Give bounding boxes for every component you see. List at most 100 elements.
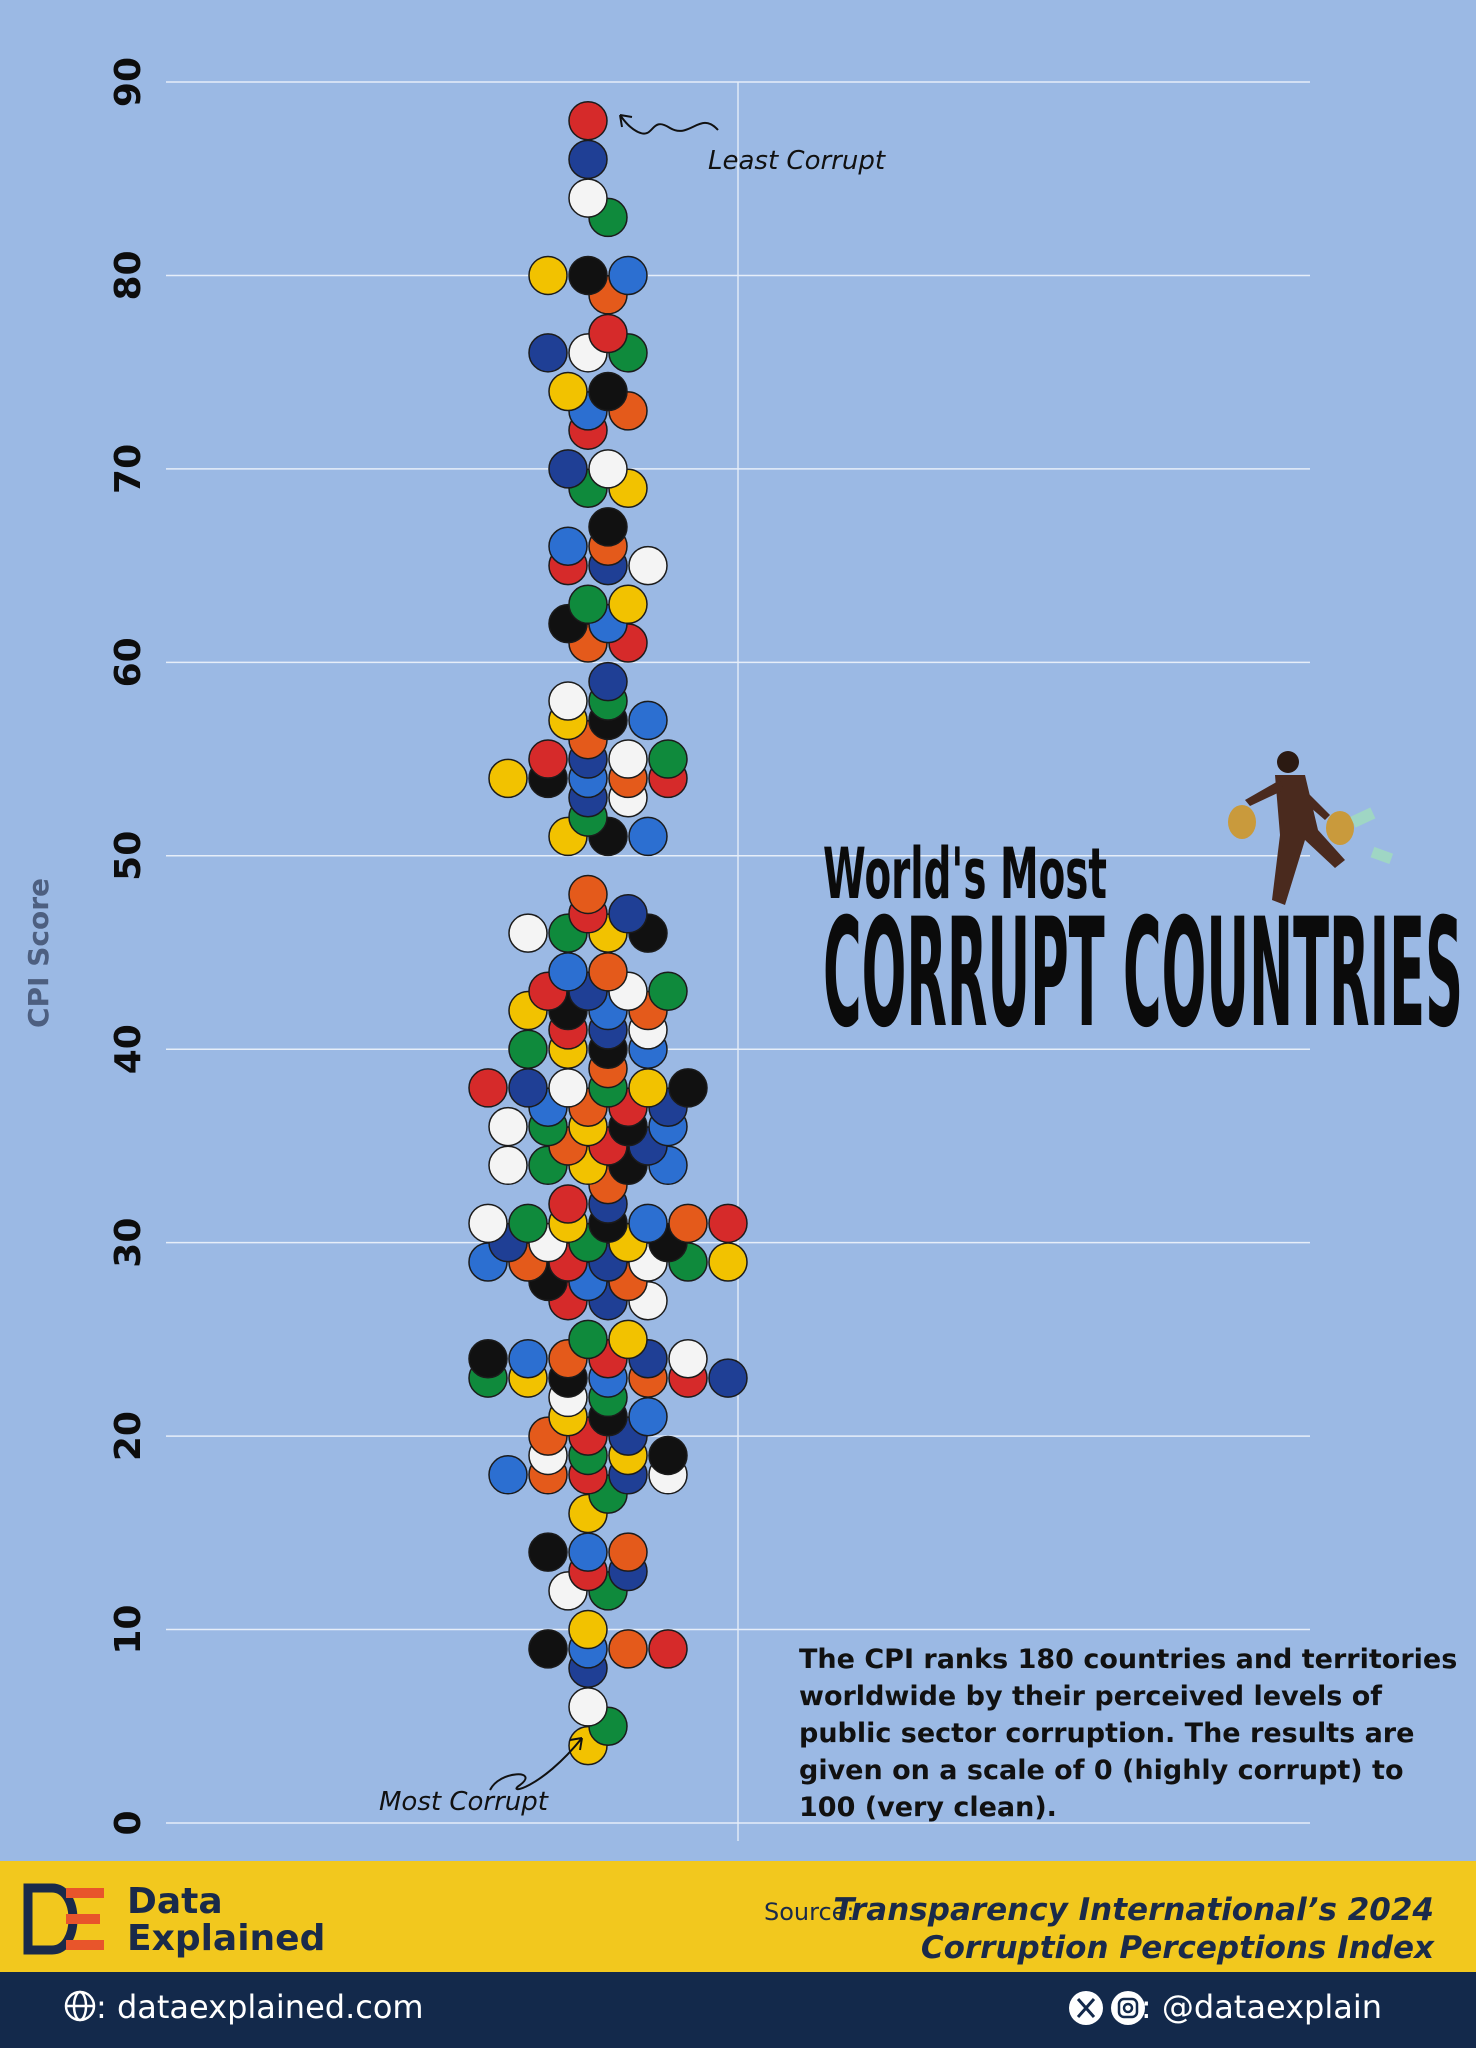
country-dot (568, 1609, 608, 1650)
source: Corruption Perceptions Index (921, 1930, 1435, 1966)
website: : dataexplained.com (96, 1988, 424, 2026)
description-line: 100 (very clean). (799, 1792, 1057, 1823)
country-dot (468, 1068, 508, 1108)
country-dot (588, 371, 628, 412)
country-dot (648, 739, 688, 779)
country-dot (548, 526, 588, 567)
country-dot (568, 1687, 608, 1727)
country-dot (508, 1338, 548, 1379)
country-dot (628, 816, 668, 857)
country-dot (628, 1397, 668, 1437)
country-dot (548, 1068, 588, 1108)
country-dot (648, 1629, 688, 1669)
country-dot (568, 584, 608, 625)
country-dot (628, 1203, 668, 1244)
country-dot (648, 971, 688, 1011)
footer-bar (0, 1972, 1476, 2048)
country-dot (488, 1455, 528, 1495)
country-dot (508, 913, 548, 953)
annotation-arrow (489, 1737, 583, 1791)
y-tick-label: 20 (108, 1411, 149, 1461)
y-tick-label: 50 (108, 831, 149, 881)
country-dot (628, 545, 668, 586)
country-dot (508, 1203, 548, 1244)
country-dot (588, 952, 628, 992)
description-line: given on a scale of 0 (highly corrupt) t… (799, 1755, 1404, 1786)
country-dot (548, 371, 588, 412)
country-dot (468, 1338, 508, 1379)
country-dot (508, 1029, 548, 1069)
country-dot (568, 100, 608, 141)
social-handle: : @dataexplain (1141, 1988, 1382, 2026)
country-dot (608, 1319, 648, 1360)
source: Transparency International’s 2024 (833, 1892, 1434, 1928)
logo (23, 1883, 104, 1955)
plot: 0 10 20 30 40 50 60 70 80 90 (108, 57, 1310, 1841)
country-dot (708, 1242, 748, 1282)
y-axis-label: CPI Score (22, 878, 55, 1028)
country-dot (548, 952, 588, 992)
country-dot (488, 1145, 528, 1186)
country-dot (548, 449, 588, 489)
country-dot (608, 894, 648, 934)
footer-band (0, 1861, 1476, 1972)
country-dot (648, 1435, 688, 1476)
country-dot (668, 1203, 708, 1244)
annotation: Most Corrupt (379, 1787, 549, 1817)
country-dot (608, 739, 648, 779)
y-tick-label: 80 (108, 250, 149, 300)
title-line-2: CORRUPT COUNTRIES (823, 887, 1463, 1061)
country-dot (568, 178, 608, 218)
description: The CPI ranks 180 countries and territor… (799, 1644, 1457, 1823)
description-line: public sector corruption. The results ar… (799, 1718, 1414, 1749)
brand-line: Data (127, 1881, 223, 1922)
country-dot (588, 313, 628, 354)
source-label: Source: (764, 1898, 855, 1926)
country-dot (528, 739, 568, 779)
country-dot (528, 1629, 568, 1669)
country-dot (528, 1532, 568, 1572)
country-dot (708, 1358, 748, 1398)
annotation: Least Corrupt (708, 146, 886, 176)
country-dot (568, 874, 608, 915)
country-dot (548, 681, 588, 721)
country-dot (528, 255, 568, 296)
y-tick-label: 60 (108, 637, 149, 687)
country-dot (468, 1203, 508, 1244)
globe-icon (64, 1990, 96, 2022)
country-dot (568, 255, 608, 296)
country-dot (608, 1532, 648, 1572)
country-dot (588, 449, 628, 489)
country-dot (588, 661, 628, 702)
country-dot (568, 1319, 608, 1360)
country-dot (608, 255, 648, 296)
y-tick-label: 0 (108, 1810, 149, 1835)
country-dot (628, 1068, 668, 1108)
country-dot (708, 1203, 748, 1244)
description-line: worldwide by their perceived levels of (799, 1681, 1382, 1712)
description-line: The CPI ranks 180 countries and territor… (799, 1644, 1457, 1675)
country-dot (568, 139, 608, 180)
businessman-icon (1228, 751, 1394, 905)
title-line-1: World's Most (823, 833, 1107, 915)
country-dot (588, 507, 628, 547)
social-icons (1069, 1991, 1145, 2025)
country-dot (568, 1532, 608, 1572)
country-dot (668, 1068, 708, 1108)
country-dot (528, 333, 568, 373)
country-dot (488, 1106, 528, 1147)
country-dot (608, 1629, 648, 1669)
country-dot (608, 584, 648, 625)
y-tick-label: 70 (108, 444, 149, 494)
country-dot (668, 1338, 708, 1379)
y-tick-label: 10 (108, 1605, 149, 1655)
y-tick-label: 30 (108, 1218, 149, 1268)
country-dot (548, 1184, 588, 1224)
country-dot (508, 1068, 548, 1108)
brand-line: Explained (127, 1918, 325, 1959)
y-tick-label: 40 (108, 1024, 149, 1074)
y-tick-label: 90 (108, 57, 149, 107)
country-dot (628, 700, 668, 741)
